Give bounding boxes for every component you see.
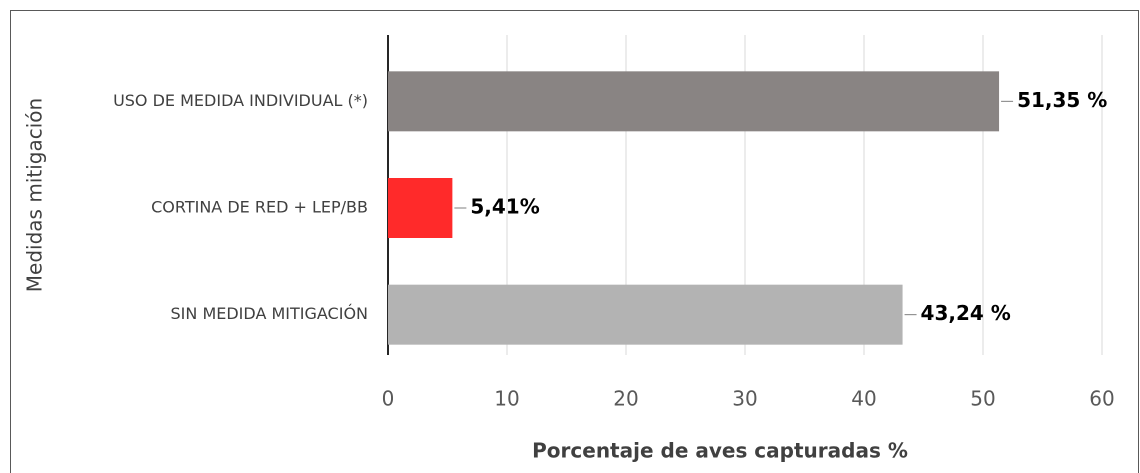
y-tick-label: SIN MEDIDA MITIGACIÓN [171,304,368,323]
bar [388,71,1000,132]
bar [388,284,903,345]
x-tick-label: 30 [732,387,757,411]
x-tick-label: 40 [851,387,876,411]
x-tick-label: 10 [494,387,519,411]
y-axis-title: Medidas mitigación [23,98,47,292]
x-tick-label: 60 [1089,387,1114,411]
bar [388,178,453,238]
x-tick-label: 50 [970,387,995,411]
value-label: 51,35 % [1017,88,1107,112]
value-label: 5,41% [470,195,539,219]
x-tick-label: 0 [382,387,395,411]
y-tick-label: CORTINA DE RED + LEP/BB [151,198,368,217]
x-tick-label: 20 [613,387,638,411]
x-axis-title: Porcentaje de aves capturadas % [532,439,908,463]
frame [10,10,1139,473]
value-label: 43,24 % [921,301,1011,325]
y-tick-label: USO DE MEDIDA INDIVIDUAL (*) [113,91,368,110]
